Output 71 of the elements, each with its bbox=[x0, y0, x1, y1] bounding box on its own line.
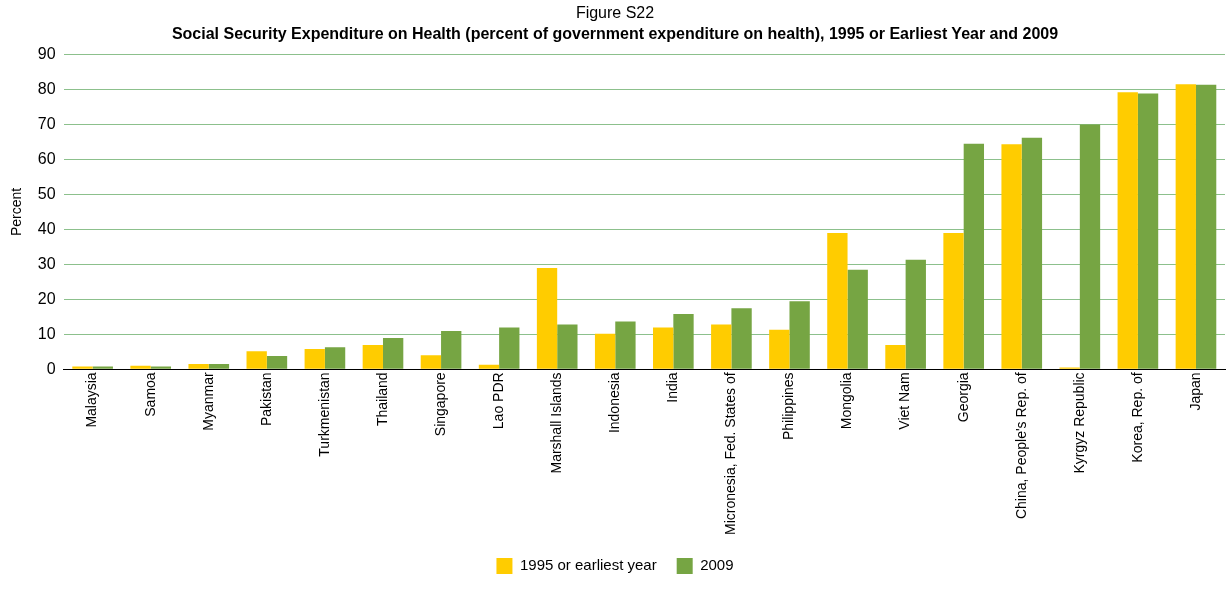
bar bbox=[1175, 84, 1196, 369]
bar bbox=[246, 351, 267, 369]
bar bbox=[130, 365, 151, 369]
bar bbox=[615, 321, 636, 369]
y-tick-label: 0 bbox=[46, 359, 56, 377]
bar bbox=[557, 324, 578, 369]
x-tick-label: Marshall Islands bbox=[548, 372, 565, 474]
x-tick-label: Samoa bbox=[141, 372, 158, 417]
bar bbox=[324, 347, 346, 369]
bar bbox=[963, 143, 985, 369]
x-tick-label: Viet Nam bbox=[896, 372, 913, 430]
bar bbox=[208, 364, 230, 369]
legend-label: 2009 bbox=[700, 556, 734, 574]
bar bbox=[943, 232, 964, 369]
x-tick-label: Micronesia, Fed. States of bbox=[722, 372, 739, 536]
bar bbox=[1195, 84, 1217, 369]
y-tick-label: 10 bbox=[37, 324, 56, 342]
chart-subtitle: Social Security Expenditure on Health (percent of government expenditure on health), 1995 or Earliest Year and 2009 bbox=[171, 25, 1059, 43]
bar bbox=[266, 356, 288, 369]
bar bbox=[536, 267, 558, 369]
x-tick-label: Thailand bbox=[373, 372, 390, 427]
bar bbox=[653, 327, 674, 369]
bar bbox=[769, 329, 790, 369]
bar bbox=[1021, 137, 1043, 369]
legend-label: 1995 or earliest year bbox=[519, 556, 657, 574]
chart-title: Figure S22 bbox=[575, 4, 655, 22]
bar bbox=[711, 324, 732, 369]
bar bbox=[1137, 93, 1159, 369]
x-tick-label: Indonesia bbox=[606, 372, 623, 434]
x-tick-label: Pakistan bbox=[257, 372, 274, 427]
x-tick-label: Philippines bbox=[780, 372, 797, 441]
bar bbox=[789, 301, 810, 369]
x-tick-label: Korea, Rep. of bbox=[1128, 372, 1145, 463]
y-axis-title: Percent bbox=[8, 187, 25, 237]
bar bbox=[594, 333, 616, 369]
bar bbox=[847, 269, 868, 369]
bar bbox=[304, 349, 325, 369]
bar bbox=[905, 259, 926, 369]
x-tick-label: China, People's Rep. of bbox=[1012, 372, 1029, 520]
x-tick-label: India bbox=[664, 372, 681, 403]
x-tick-label: Mongolia bbox=[838, 372, 855, 430]
bar bbox=[885, 344, 906, 369]
x-tick-label: Myanmar bbox=[199, 372, 216, 431]
x-tick-label: Kyrgyz Republic bbox=[1070, 372, 1087, 474]
x-tick-label: Malaysia bbox=[83, 372, 100, 428]
bar bbox=[1117, 92, 1138, 369]
x-tick-label: Georgia bbox=[954, 372, 971, 423]
y-tick-label: 90 bbox=[37, 44, 56, 62]
bar bbox=[362, 344, 383, 369]
bar bbox=[441, 330, 462, 369]
bar bbox=[499, 327, 520, 369]
y-tick-label: 80 bbox=[37, 79, 56, 97]
bar bbox=[188, 364, 209, 369]
y-tick-label: 40 bbox=[37, 219, 56, 237]
bar bbox=[1079, 124, 1101, 369]
bar bbox=[420, 355, 442, 369]
x-tick-label: Lao PDR bbox=[489, 372, 506, 430]
bar bbox=[478, 364, 500, 369]
y-tick-label: 70 bbox=[37, 114, 56, 132]
x-tick-label: Singapore bbox=[431, 372, 448, 437]
bar bbox=[827, 232, 848, 369]
y-tick-label: 20 bbox=[37, 289, 56, 307]
y-tick-label: 60 bbox=[37, 149, 56, 167]
x-tick-label: Japan bbox=[1186, 372, 1203, 411]
bar bbox=[673, 314, 694, 369]
bar bbox=[1001, 144, 1022, 369]
x-tick-label: Turkmenistan bbox=[315, 372, 332, 457]
y-tick-label: 50 bbox=[37, 184, 56, 202]
bar bbox=[731, 308, 752, 369]
y-tick-label: 30 bbox=[37, 254, 56, 272]
bar bbox=[382, 337, 404, 369]
